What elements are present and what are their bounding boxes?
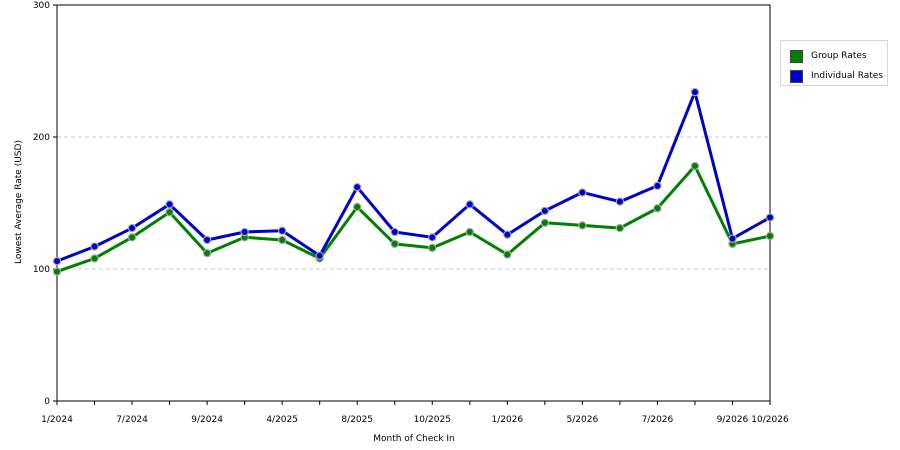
data-point-group-rates-19 (765, 231, 775, 241)
data-point-group-rates-12 (503, 250, 512, 259)
data-point-group-rates-3 (165, 208, 174, 217)
y-tick-label-200: 200 (33, 133, 50, 143)
series-line-group-rates (56, 164, 771, 274)
data-point-individual-rates-4 (202, 235, 212, 245)
series-line-individual-rates (56, 90, 771, 263)
data-point-individual-rates-1 (90, 242, 99, 251)
data-point-group-rates-15 (615, 223, 625, 233)
legend-item-individual-rates: Individual Rates (790, 66, 887, 86)
data-point-individual-rates-18 (728, 234, 737, 243)
tick-labels: 0 100 200 300 1/2024 7/2024 9/2024 4/2025 8/2025… (33, 1, 789, 425)
data-point-individual-rates-6 (277, 226, 287, 235)
legend-swatch-group-rates (790, 49, 803, 63)
data-point-individual-rates-14 (578, 188, 587, 197)
legend-swatch-individual-rates (790, 69, 803, 83)
x-tick-label-7-2024: 7/2024 (116, 415, 148, 425)
series-group-rates (52, 161, 775, 276)
series-individual-rates (52, 87, 775, 266)
y-tick-label-300: 300 (33, 1, 50, 11)
data-point-individual-rates-11 (465, 200, 474, 209)
plot-frame (56, 4, 771, 402)
data-point-individual-rates-5 (240, 227, 249, 237)
y-tick-label-0: 0 (44, 397, 50, 407)
y-tick-label-100: 100 (33, 265, 50, 275)
data-point-individual-rates-19 (765, 213, 775, 222)
x-tick-label-9-2024: 9/2024 (191, 415, 223, 425)
data-point-individual-rates-15 (615, 197, 625, 206)
x-tick-label-7-2026: 7/2026 (642, 415, 674, 425)
legend-label-group-rates: Group Rates (811, 51, 867, 61)
x-tick-label-9-2026: 9/2026 (717, 415, 749, 425)
data-point-individual-rates-2 (127, 223, 137, 233)
data-point-group-rates-17 (690, 161, 700, 171)
data-point-group-rates-4 (202, 248, 212, 258)
data-point-individual-rates-3 (165, 200, 174, 209)
x-tick-label-4-2025: 4/2025 (266, 415, 298, 425)
data-point-group-rates-11 (465, 227, 474, 237)
x-tick-label-10-2026: 10/2026 (751, 415, 789, 425)
data-point-individual-rates-7 (315, 251, 324, 260)
x-tick-label-1-2024: 1/2024 (41, 415, 73, 425)
data-point-group-rates-16 (653, 204, 662, 213)
axes (53, 4, 771, 405)
data-point-group-rates-9 (390, 239, 399, 249)
y-axis-title: Lowest Average Rate (USD) (14, 140, 24, 264)
data-point-group-rates-1 (90, 254, 99, 263)
legend-item-group-rates: Group Rates (790, 46, 887, 66)
data-point-individual-rates-16 (653, 181, 662, 191)
data-point-group-rates-10 (428, 243, 437, 253)
legend-label-individual-rates: Individual Rates (811, 71, 884, 81)
data-point-group-rates-14 (578, 221, 587, 230)
series-lines (52, 87, 775, 276)
x-tick-label-10-2025: 10/2025 (414, 415, 451, 425)
data-point-individual-rates-13 (540, 206, 550, 216)
data-point-group-rates-0 (52, 267, 62, 276)
data-point-individual-rates-17 (690, 87, 700, 97)
data-point-individual-rates-8 (353, 182, 362, 192)
data-point-individual-rates-10 (428, 233, 437, 242)
chart-legend: Group Rates Individual Rates (780, 40, 888, 86)
data-point-group-rates-13 (540, 218, 550, 227)
data-point-group-rates-6 (277, 235, 287, 245)
x-axis-title: Month of Check In (373, 434, 455, 444)
data-point-individual-rates-9 (390, 227, 399, 237)
data-point-group-rates-8 (353, 202, 362, 212)
x-tick-label-8-2025: 8/2025 (341, 415, 373, 425)
x-tick-label-5-2026: 5/2026 (567, 415, 599, 425)
x-tick-label-1-2026: 1/2026 (491, 415, 523, 425)
data-point-individual-rates-0 (52, 256, 62, 266)
data-point-group-rates-2 (127, 233, 137, 242)
data-point-individual-rates-12 (503, 230, 512, 239)
